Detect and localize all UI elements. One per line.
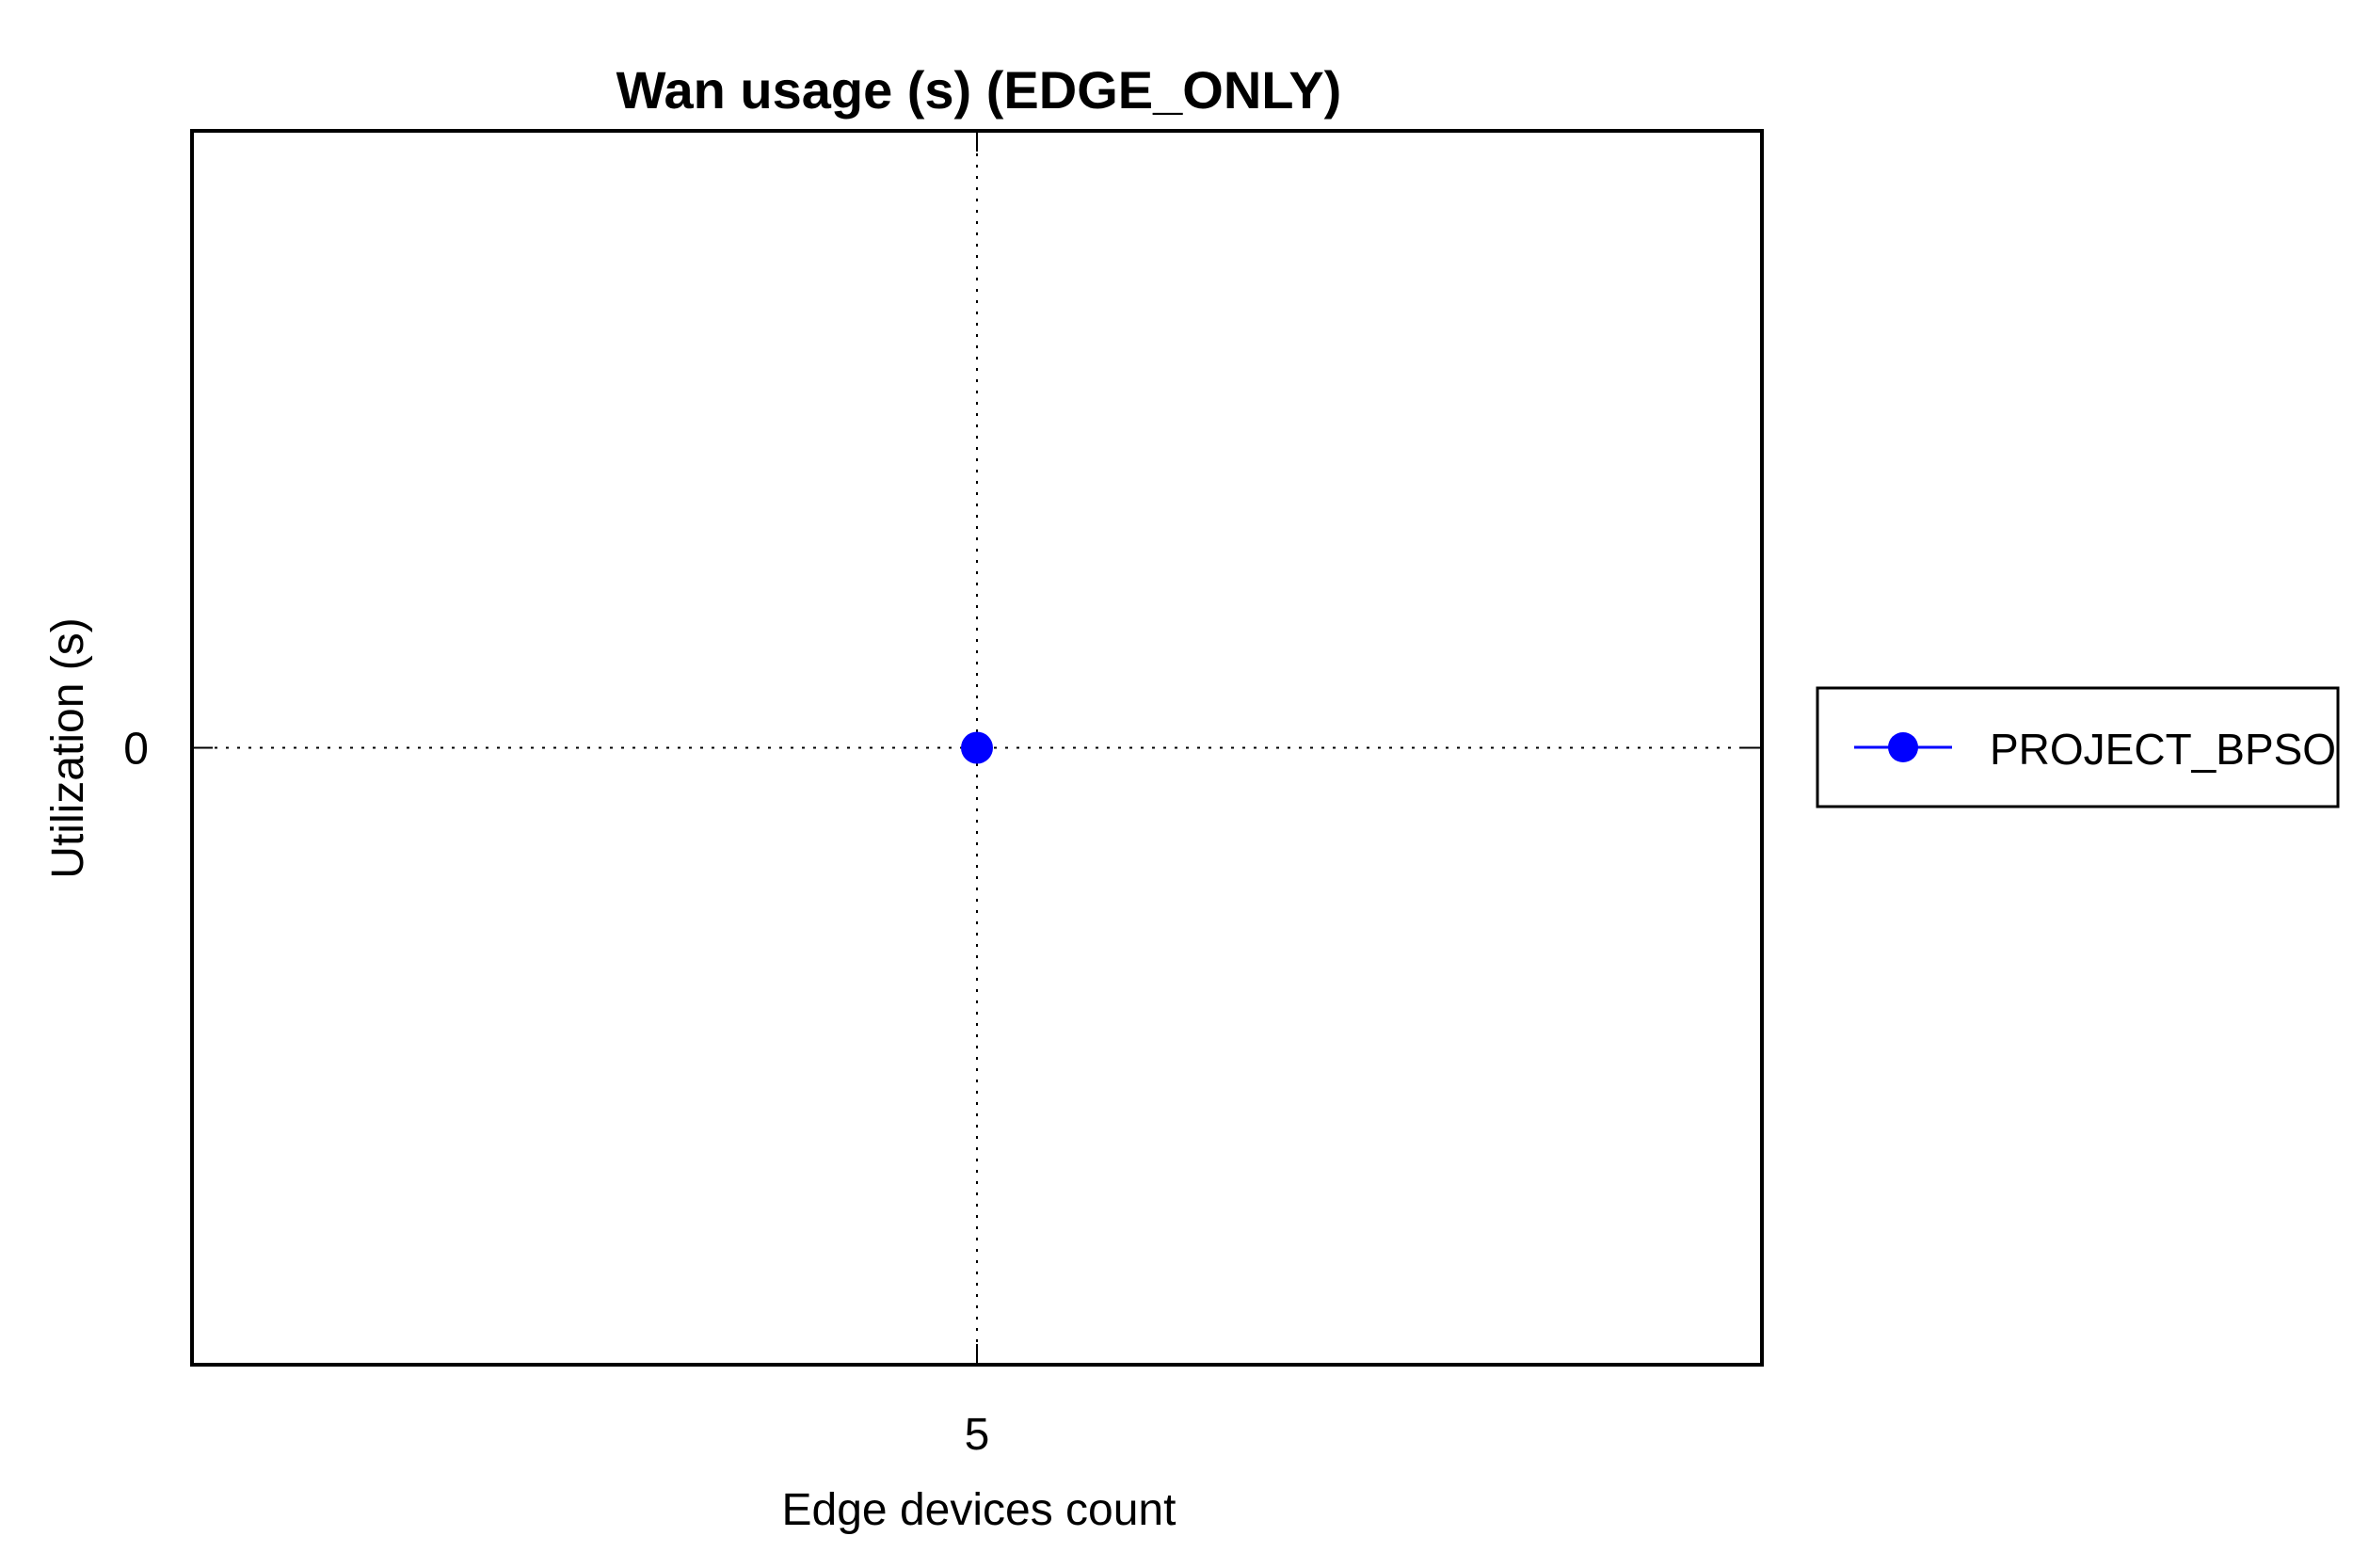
- legend: PROJECT_BPSO: [1816, 686, 2340, 808]
- axis-ticks: 50: [123, 131, 1762, 1460]
- x-axis-label: Edge devices count: [782, 1485, 1176, 1535]
- x-tick-label: 5: [965, 1410, 990, 1460]
- legend-marker-project-bpso: [1888, 732, 1918, 762]
- y-axis-label: Utilization (s): [43, 617, 93, 878]
- y-tick-label: 0: [123, 725, 149, 775]
- data-point-project-bpso: [961, 731, 993, 764]
- series-layer: [961, 731, 993, 764]
- chart-title: Wan usage (s) (EDGE_ONLY): [616, 60, 1342, 120]
- grid-lines: [192, 131, 1762, 1365]
- legend-label-project-bpso: PROJECT_BPSO: [1990, 725, 2336, 774]
